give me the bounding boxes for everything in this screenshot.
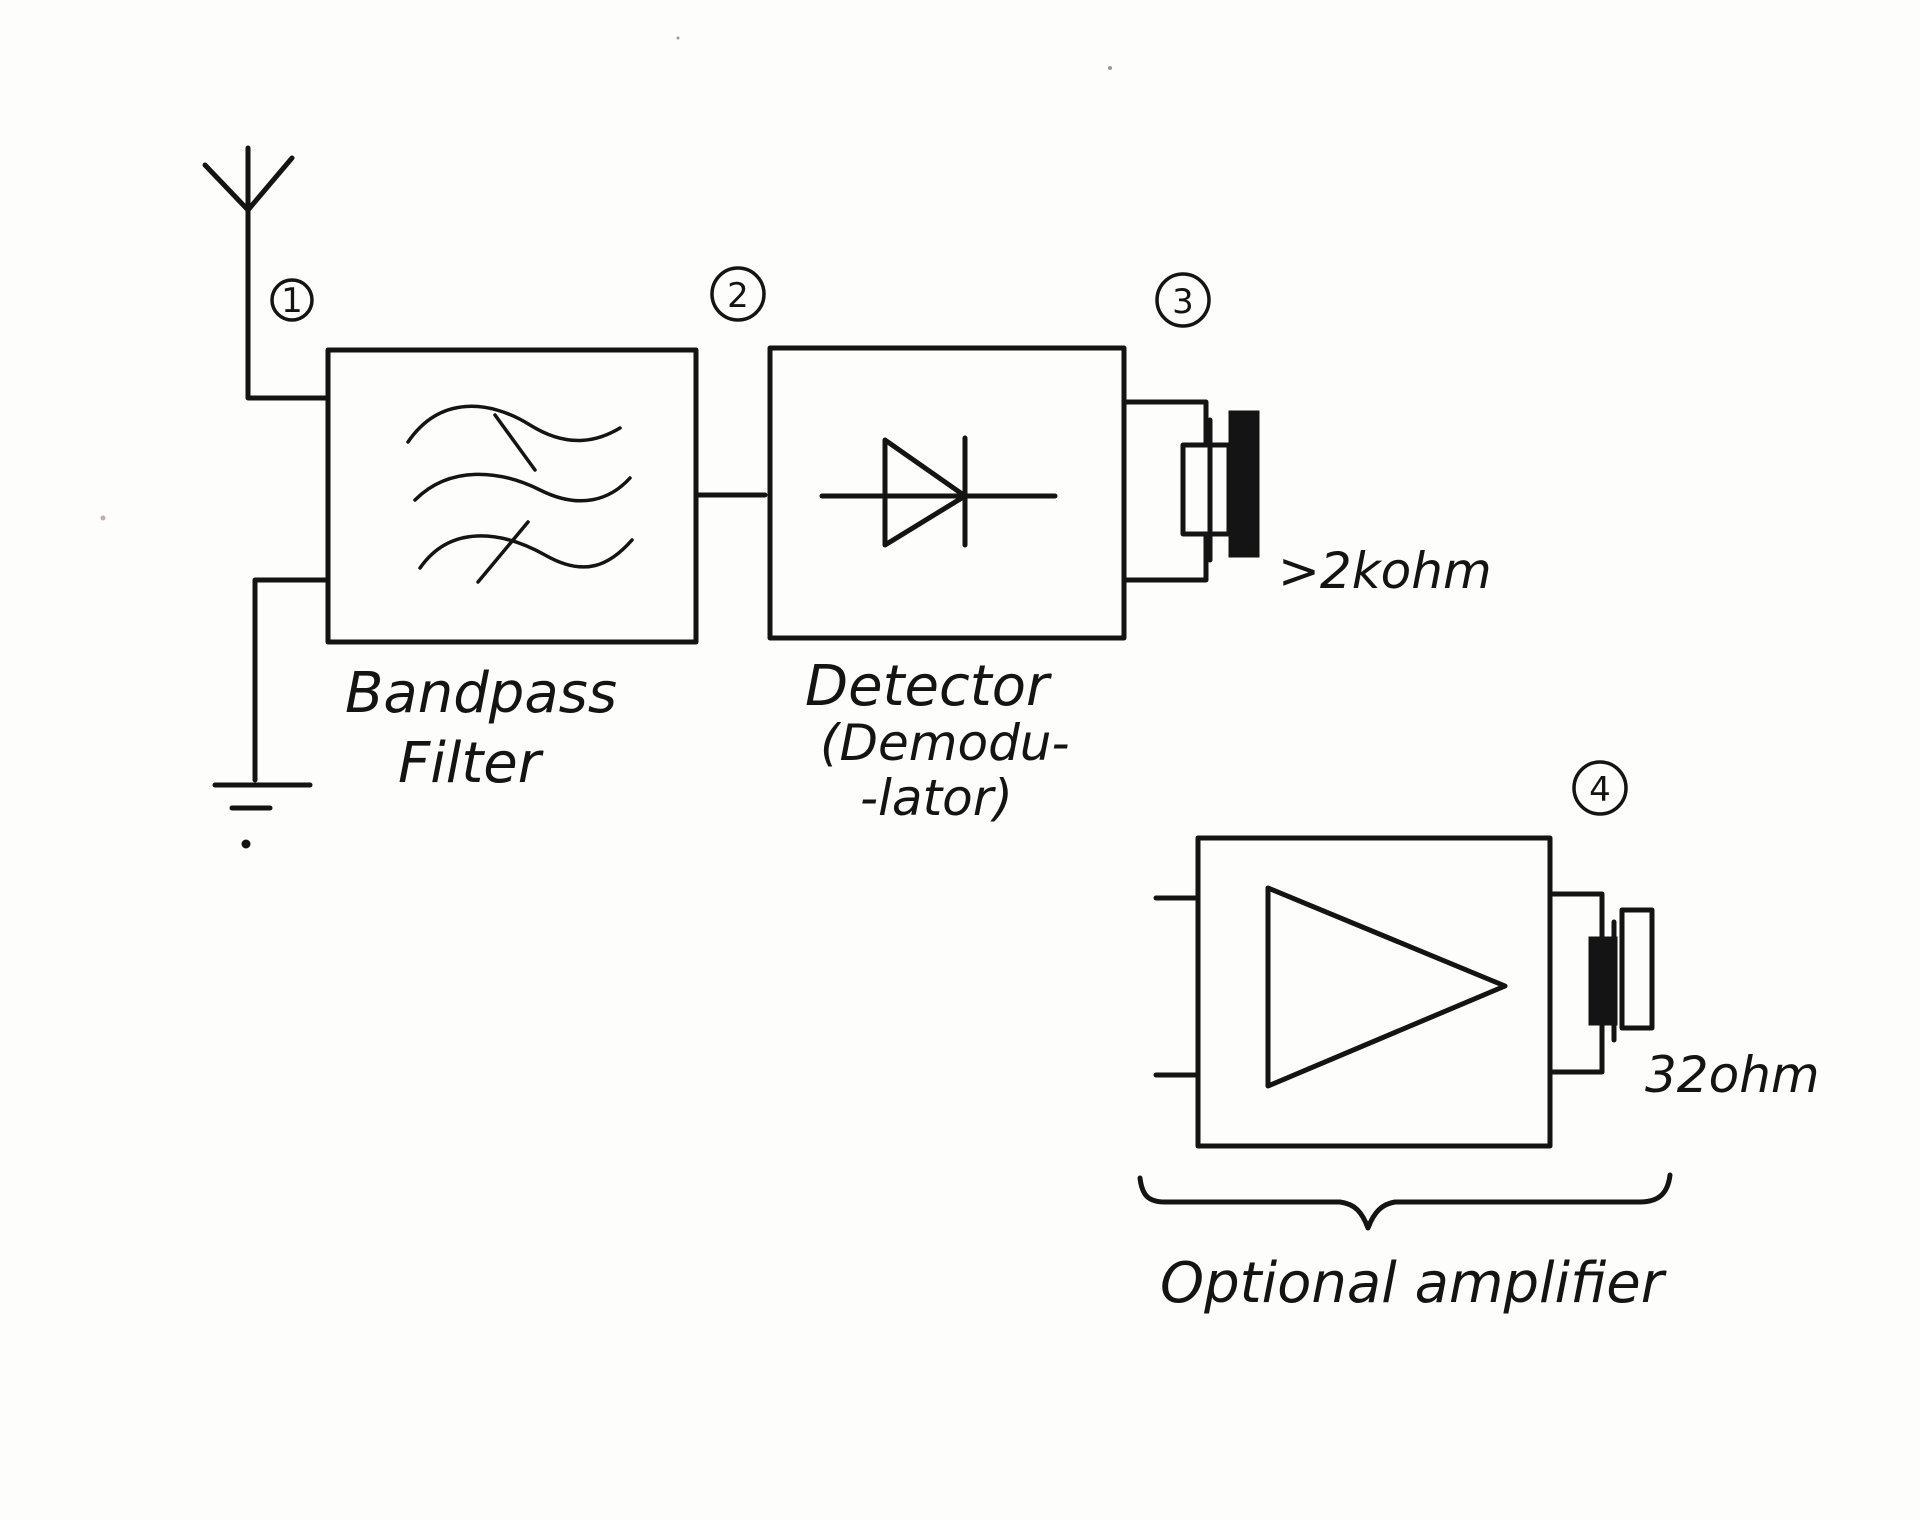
bandpass-label-line1: Bandpass bbox=[345, 661, 617, 726]
headphone-high-impedance-icon bbox=[1121, 399, 1260, 583]
paper-speck bbox=[100, 515, 106, 521]
detector-label-line3: -lator) bbox=[860, 769, 1013, 827]
antenna-icon bbox=[202, 145, 331, 401]
paper-speck bbox=[1108, 66, 1112, 70]
paper-speck bbox=[676, 36, 680, 40]
bandpass-label-line2: Filter bbox=[398, 731, 544, 796]
svg-text:3: 3 bbox=[1172, 282, 1194, 322]
bandpass-filter-block: Bandpass Filter bbox=[325, 347, 699, 796]
headphone-low-impedance-icon bbox=[1547, 891, 1655, 1075]
point-marker-1: 1 bbox=[270, 278, 314, 322]
diode-icon bbox=[819, 435, 1058, 548]
ground-icon bbox=[212, 577, 331, 849]
amplifier-triangle-icon bbox=[1265, 885, 1508, 1089]
svg-text:2: 2 bbox=[727, 276, 749, 316]
detector-label-line1: Detector bbox=[805, 654, 1052, 719]
optional-amplifier-label: Optional amplifier bbox=[1160, 1251, 1667, 1316]
point-marker-2: 2 bbox=[710, 266, 766, 322]
detector-block: Detector (Demodu- -lator) bbox=[767, 345, 1127, 827]
svg-text:4: 4 bbox=[1589, 770, 1611, 810]
headphone-high-impedance-label: >2kohm bbox=[1278, 542, 1492, 600]
bandpass-wave-icon bbox=[406, 404, 634, 584]
amplifier-block bbox=[1153, 835, 1553, 1149]
detector-label-line2: (Demodu- bbox=[820, 714, 1070, 772]
point-marker-4: 4 bbox=[1572, 760, 1628, 816]
amplifier-bracket bbox=[1137, 1172, 1673, 1231]
headphone-low-impedance-label: 32ohm bbox=[1645, 1046, 1820, 1104]
svg-text:1: 1 bbox=[281, 281, 303, 321]
point-marker-3: 3 bbox=[1155, 272, 1211, 328]
